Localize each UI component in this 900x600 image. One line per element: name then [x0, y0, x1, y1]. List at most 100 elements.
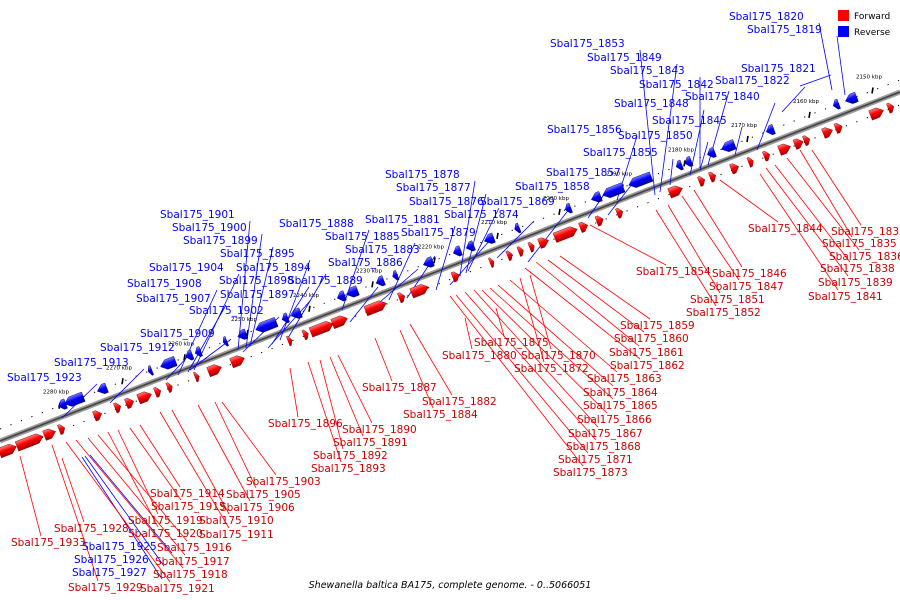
- reverse-leader: [165, 353, 191, 381]
- forward-gene-label: Sbal175_1933: [11, 537, 86, 549]
- tick-label: 2200 kbp: [543, 196, 569, 202]
- reverse-gene-label: Sbal175_1895: [220, 248, 295, 260]
- forward-gene-label: Sbal175_1836: [829, 251, 900, 263]
- forward-gene-arrow: [792, 138, 804, 150]
- forward-gene-label: Sbal175_1865: [583, 400, 658, 412]
- reverse-gene-label: Sbal175_1821: [741, 63, 816, 75]
- forward-leader: [97, 434, 188, 542]
- forward-gene-arrow: [397, 292, 406, 304]
- forward-gene-label: Sbal175_1911: [199, 529, 274, 541]
- forward-leader: [774, 164, 851, 263]
- forward-gene-label: Sbal175_1871: [558, 454, 633, 466]
- forward-gene-arrow: [729, 163, 739, 175]
- forward-gene-arrow: [552, 226, 578, 243]
- reverse-leader: [267, 300, 311, 349]
- tick-label: 2190 kbp: [606, 171, 632, 177]
- tick-label: 2230 kbp: [356, 268, 382, 274]
- forward-leader: [524, 267, 641, 360]
- forward-leader: [509, 279, 618, 373]
- tick-label: 2180 kbp: [668, 147, 694, 153]
- forward-gene-label: Sbal175_1906: [220, 502, 295, 514]
- legend: Forward Reverse: [838, 10, 891, 38]
- forward-gene-arrow: [193, 371, 200, 383]
- forward-gene-arrow: [308, 321, 334, 338]
- reverse-gene-arrow: [564, 202, 573, 214]
- forward-leader: [307, 361, 342, 463]
- reverse-gene-label: Sbal175_1897: [220, 289, 295, 301]
- forward-gene-label: Sbal175_1867: [568, 428, 643, 440]
- forward-gene-label: Sbal175_1868: [566, 441, 641, 453]
- forward-gene-label: Sbal175_1852: [686, 307, 761, 319]
- reverse-gene-arrow: [845, 91, 859, 104]
- reverse-gene-label: Sbal175_1902: [189, 305, 264, 317]
- reverse-gene-label: Sbal175_1886: [328, 257, 403, 269]
- reverse-gene-arrow: [453, 245, 463, 257]
- forward-leader: [107, 431, 159, 528]
- forward-gene-arrow: [409, 284, 429, 299]
- tick-mark: [371, 281, 374, 288]
- forward-gene-label: Sbal175_1929: [68, 582, 143, 594]
- reverse-leader: [287, 273, 327, 339]
- forward-gene-label: Sbal175_1839: [818, 277, 893, 289]
- forward-gene-arrow: [527, 241, 535, 253]
- tick-mark: [683, 160, 686, 167]
- tick-label: 2260 kbp: [168, 341, 194, 347]
- forward-gene-label: Sbal175_1891: [333, 437, 408, 449]
- reverse-leader: [459, 180, 476, 276]
- reverse-leader: [799, 74, 832, 87]
- reverse-gene-arrow: [707, 146, 717, 158]
- reverse-gene-arrow: [766, 124, 776, 136]
- reverse-leader: [527, 207, 571, 263]
- forward-gene-arrow: [615, 207, 624, 219]
- reverse-gene-arrow: [185, 349, 195, 361]
- forward-leader: [799, 149, 853, 238]
- reverse-gene-arrow: [58, 398, 68, 410]
- reverse-leader: [587, 192, 606, 219]
- forward-leader: [497, 284, 614, 387]
- reverse-leader: [89, 454, 173, 554]
- forward-gene-arrow: [594, 215, 604, 227]
- forward-gene-label: Sbal175_1890: [342, 424, 417, 436]
- forward-gene-label: Sbal175_1917: [155, 556, 230, 568]
- forward-gene-label: Sbal175_1846: [712, 268, 787, 280]
- reverse-leader: [349, 286, 379, 323]
- forward-gene-label: Sbal175_1873: [553, 467, 628, 479]
- forward-gene-arrow: [667, 185, 683, 199]
- forward-gene-arrow: [229, 355, 245, 369]
- tick-mark: [746, 135, 749, 143]
- reverse-gene-arrow: [675, 159, 684, 171]
- forward-leader: [547, 259, 645, 333]
- forward-gene-arrow: [833, 123, 843, 134]
- reverse-gene-label: Sbal175_1858: [515, 181, 590, 193]
- forward-gene-arrow: [868, 107, 884, 121]
- tick-label: 2250 kbp: [231, 317, 257, 323]
- forward-leader: [655, 209, 717, 307]
- reverse-gene-label: Sbal175_1842: [639, 79, 714, 91]
- forward-leader: [87, 437, 186, 556]
- tick-label: 2220 kbp: [418, 244, 444, 250]
- forward-leader: [759, 173, 839, 291]
- tick-mark: [183, 354, 186, 361]
- reverse-gene-label: Sbal175_1874: [444, 209, 519, 221]
- reverse-leader: [734, 126, 743, 156]
- reverse-gene-label: Sbal175_1819: [747, 24, 822, 36]
- forward-leader: [559, 255, 651, 320]
- forward-gene-label: Sbal175_1870: [521, 350, 596, 362]
- forward-leader: [719, 179, 779, 223]
- reverse-leader: [496, 220, 535, 259]
- forward-gene-label: Sbal175_1851: [690, 294, 765, 306]
- forward-gene-label: Sbal175_1918: [153, 569, 228, 581]
- tick-label: 2280 kbp: [43, 390, 69, 396]
- forward-gene-label: Sbal175_1928: [54, 523, 129, 535]
- forward-leader: [129, 427, 182, 501]
- reverse-gene-label: Sbal175_1853: [550, 38, 625, 50]
- reverse-gene-label: Sbal175_1898: [219, 275, 294, 287]
- forward-gene-label: Sbal175_1910: [199, 515, 274, 527]
- reverse-gene-arrow: [281, 312, 290, 324]
- reverse-gene-arrow: [291, 307, 303, 319]
- forward-gene-arrow: [42, 428, 56, 441]
- reverse-gene-label: Sbal175_1907: [136, 293, 211, 305]
- forward-leader: [61, 457, 85, 523]
- gene-features: [0, 91, 895, 459]
